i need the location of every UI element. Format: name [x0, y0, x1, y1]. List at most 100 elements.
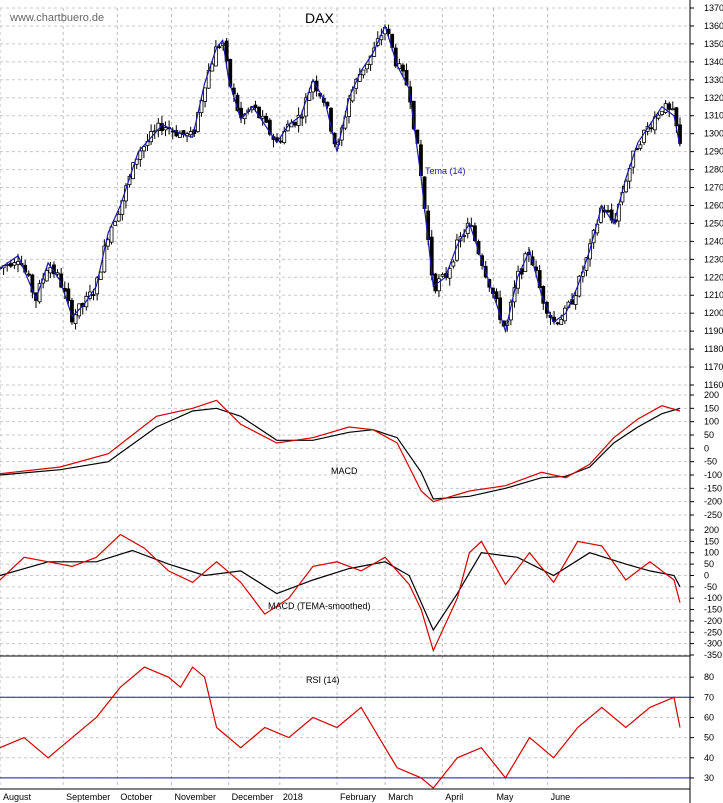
- candle-body: [170, 130, 175, 133]
- macd2-tick-label: -150: [704, 605, 722, 615]
- macd-tema-signal-line: [0, 549, 681, 632]
- candle-body: [188, 131, 193, 136]
- price-tick-label: 13700: [704, 3, 723, 13]
- month-label: August: [3, 792, 32, 802]
- macd-tema-line: [0, 533, 681, 653]
- candle-body: [638, 144, 643, 149]
- candle-body: [95, 277, 100, 295]
- candle-body: [447, 268, 452, 279]
- candle-body: [66, 288, 71, 302]
- rsi-tick-label: 70: [704, 692, 714, 702]
- macd-signal-line: [0, 407, 681, 500]
- price-tick-label: 13300: [704, 75, 723, 85]
- candle-body: [224, 40, 229, 62]
- price-tick-label: 12400: [704, 236, 723, 246]
- marks-layer: [0, 24, 690, 789]
- price-tick-label: 12700: [704, 183, 723, 193]
- candle-body: [44, 270, 49, 282]
- candle-body: [433, 273, 438, 292]
- candle-body: [55, 272, 60, 275]
- candle-body: [311, 81, 315, 93]
- candle-body: [34, 292, 38, 301]
- macd2-tick-label: -250: [704, 627, 722, 637]
- macd2-tick-label: 200: [704, 525, 719, 535]
- price-tick-label: 13000: [704, 129, 723, 139]
- candle-body: [494, 291, 499, 300]
- candle-body: [555, 322, 560, 325]
- price-tick-label: 13100: [704, 111, 723, 121]
- macd-tick-label: 50: [704, 430, 714, 440]
- candle-body: [437, 278, 441, 292]
- candle-body: [656, 114, 661, 119]
- grid-layer: [0, 7, 694, 788]
- price-tick-label: 12900: [704, 147, 723, 157]
- macd2-tick-label: -100: [704, 593, 722, 603]
- price-tick-label: 11700: [704, 362, 723, 372]
- macd2-tick-label: 150: [704, 536, 719, 546]
- candle-body: [293, 121, 297, 126]
- candle-body: [588, 243, 592, 260]
- panel-layer: [0, 0, 691, 803]
- candle-body: [365, 63, 369, 70]
- candle-body: [670, 108, 675, 111]
- candle-body: [361, 69, 366, 76]
- month-label: November: [175, 792, 217, 802]
- candle-body: [16, 261, 20, 265]
- candle-body: [624, 180, 628, 193]
- macd2-tick-label: 100: [704, 548, 719, 558]
- chart-title: DAX: [305, 10, 334, 26]
- candle-body: [267, 119, 272, 135]
- candle-body: [667, 103, 672, 110]
- candle-body: [8, 263, 13, 267]
- candle-body: [440, 274, 445, 277]
- price-tick-label: 13500: [704, 39, 723, 49]
- month-label: September: [66, 792, 110, 802]
- labels-layer: August September October November December 20…: [3, 3, 723, 802]
- price-tick-label: 12800: [704, 165, 723, 175]
- candle-body: [116, 213, 121, 222]
- candle-body: [300, 116, 305, 119]
- price-tick-label: 12300: [704, 254, 723, 264]
- candle-body: [91, 294, 96, 296]
- month-label: June: [551, 792, 571, 802]
- month-label: October: [120, 792, 152, 802]
- candle-body: [559, 318, 564, 325]
- watermark: www.chartbuero.de: [10, 12, 105, 24]
- candle-body: [260, 115, 265, 119]
- tema-label: Tema (14): [425, 166, 466, 176]
- macd2-tick-label: 50: [704, 559, 714, 569]
- macd2-tick-label: -50: [704, 582, 717, 592]
- price-tick-label: 12200: [704, 272, 723, 282]
- macd-tick-label: -250: [704, 510, 722, 520]
- rsi-line: [0, 666, 681, 789]
- candle-body: [12, 262, 17, 266]
- candle-body: [253, 104, 258, 109]
- rsi-tick-label: 40: [704, 753, 714, 763]
- tema-line: [0, 24, 681, 334]
- macd2-tick-label: -350: [704, 650, 722, 660]
- macd-tema-label: MACD (TEMA-smoothed): [268, 601, 371, 611]
- candle-body: [401, 64, 405, 72]
- candle-body: [257, 106, 261, 118]
- month-label: May: [496, 792, 514, 802]
- price-tick-label: 11900: [704, 326, 723, 336]
- rsi-tick-label: 80: [704, 672, 714, 682]
- candle-body: [26, 273, 31, 276]
- price-tick-label: 12500: [704, 218, 723, 228]
- candle-body: [372, 47, 377, 57]
- month-label: December: [232, 792, 274, 802]
- price-tick-label: 13600: [704, 21, 723, 31]
- candle-body: [217, 46, 222, 49]
- macd-tick-label: -100: [704, 470, 722, 480]
- price-tick-label: 11600: [704, 380, 723, 390]
- macd2-tick-label: -300: [704, 639, 722, 649]
- price-tick-label: 11800: [704, 344, 723, 354]
- macd-tick-label: 200: [704, 390, 719, 400]
- price-tick-label: 12600: [704, 200, 723, 210]
- macd-tick-label: -50: [704, 457, 717, 467]
- candle-body: [174, 130, 179, 137]
- price-tick-label: 13200: [704, 93, 723, 103]
- candle-body: [213, 46, 218, 67]
